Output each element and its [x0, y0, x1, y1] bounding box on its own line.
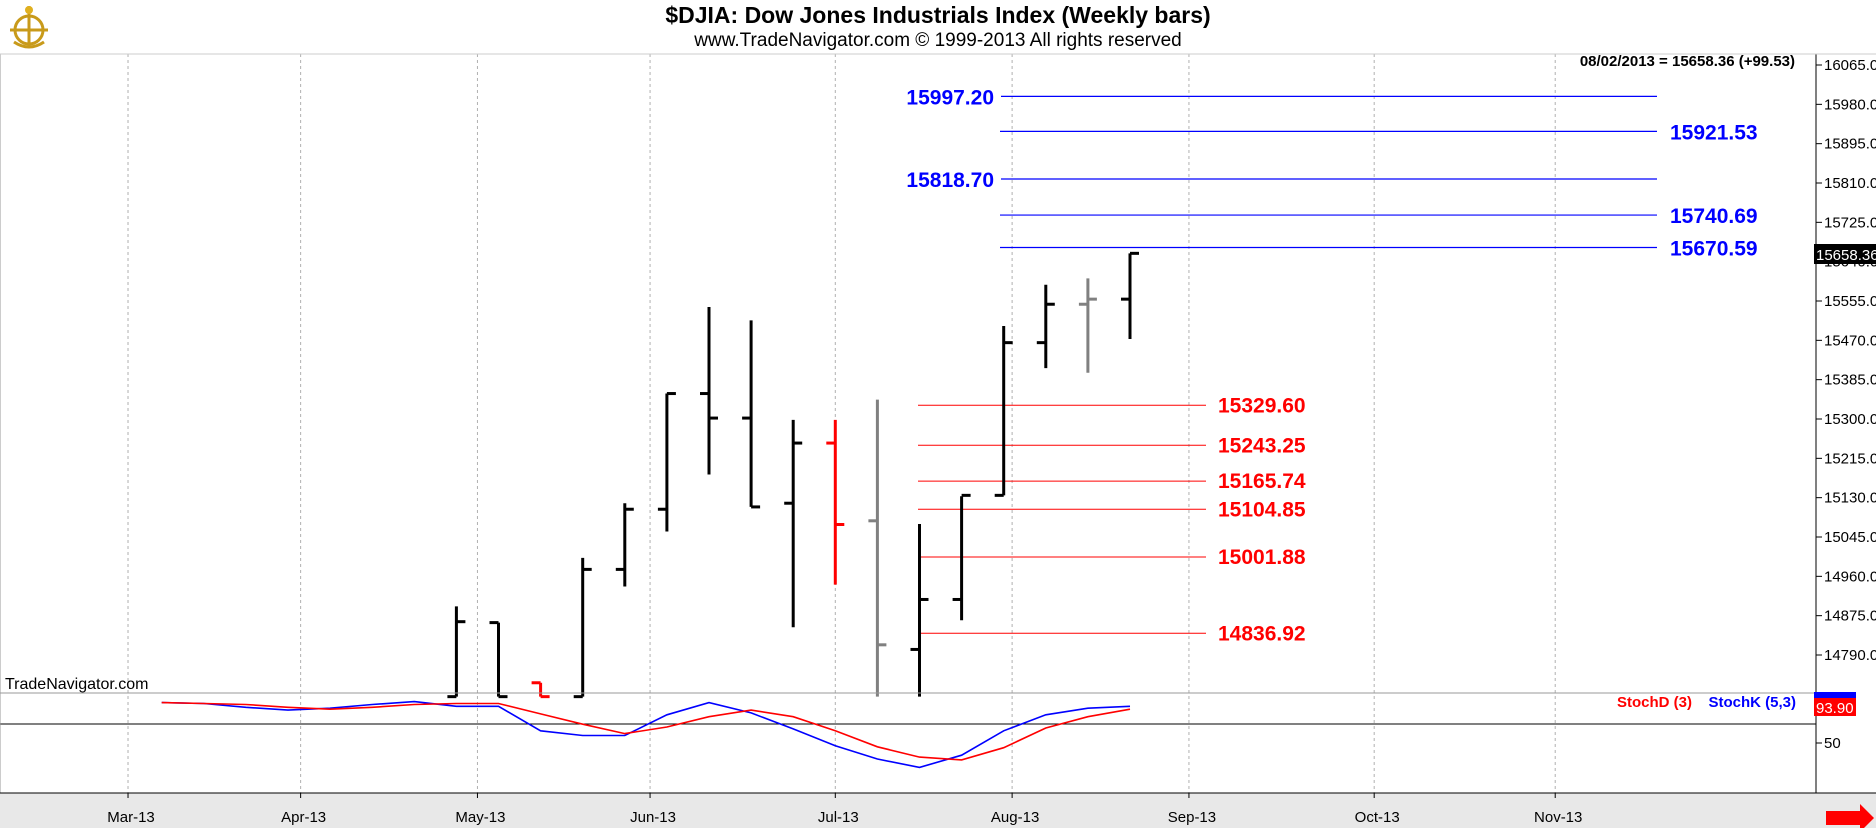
ohlc-bar — [1078, 278, 1097, 373]
y-tick-label: 15045.00 — [1824, 529, 1876, 546]
y-tick-label: 15810.00 — [1824, 175, 1876, 192]
ohlc-bar — [784, 419, 803, 628]
ohlc-bar — [447, 606, 466, 699]
x-tick-label: Jun-13 — [630, 809, 676, 826]
ohlc-bar — [952, 493, 971, 621]
fib-up-label: 15670.59 — [1670, 238, 1758, 261]
ohlc-bar — [910, 524, 929, 697]
chart-header: $DJIA: Dow Jones Industrials Index (Week… — [0, 0, 1876, 54]
price-panel-frame — [0, 53, 1817, 694]
x-tick-label: Mar-13 — [107, 809, 155, 826]
price-badge-text: 15658.36 — [1816, 247, 1876, 264]
y-tick-label: 16065.00 — [1824, 57, 1876, 74]
ohlc-bar — [1036, 284, 1055, 369]
ohlc-bar — [826, 419, 845, 585]
ohlc-bar — [742, 320, 761, 509]
y-tick-label: 15895.00 — [1824, 136, 1876, 153]
x-tick-label: Oct-13 — [1355, 809, 1400, 826]
y-tick-label: 15385.00 — [1824, 372, 1876, 389]
y-tick-label: 14960.00 — [1824, 568, 1876, 585]
chart-subtitle: www.TradeNavigator.com © 1999-2013 All r… — [694, 30, 1182, 51]
stoch-series-line — [161, 700, 1131, 769]
fib-down-label: 15165.74 — [1218, 470, 1306, 493]
y-tick-label: 15725.00 — [1824, 214, 1876, 231]
fib-down-label: 15329.60 — [1218, 394, 1306, 417]
fibonacci-levels: 15997.20 15921.53 15818.70 15740.69 15670.59… — [906, 86, 1757, 645]
fib-up-label: 15997.20 — [906, 86, 994, 109]
watermark-text: TradeNavigator.com — [5, 676, 148, 693]
price-badge: 15658.36 — [1814, 244, 1876, 264]
y-tick-label: 15555.00 — [1824, 293, 1876, 310]
chart-axes: 16065.00 15980.00 15895.00 15810.00 15725.00… — [0, 53, 1876, 828]
stochK-legend: StochK (5,3) — [1708, 694, 1796, 711]
fib-down-label: 15104.85 — [1218, 498, 1306, 521]
fib-down-label: 15243.25 — [1218, 434, 1306, 457]
y-tick-label: 15470.00 — [1824, 332, 1876, 349]
x-tick-label: Nov-13 — [1534, 809, 1582, 826]
y-tick-label: 15215.00 — [1824, 450, 1876, 467]
ohlc-bar — [700, 307, 718, 475]
x-tick-label: Jul-13 — [818, 809, 859, 826]
stoch-badge-text: 93.90 — [1816, 700, 1854, 717]
ohlc-bar — [573, 557, 592, 699]
x-tick-label: May-13 — [455, 809, 505, 826]
y-tick-label: 14790.00 — [1824, 647, 1876, 664]
stoch-series-line — [161, 701, 1131, 761]
x-axis-band — [0, 793, 1876, 828]
x-tick-label: Sep-13 — [1168, 809, 1216, 826]
price-bars — [447, 251, 1139, 699]
ohlc-bar — [615, 503, 634, 587]
x-tick-label: Aug-13 — [991, 809, 1039, 826]
fib-down-label: 15001.88 — [1218, 546, 1306, 569]
fib-down-label: 14836.92 — [1218, 622, 1306, 645]
stochD-legend: StochD (3) — [1617, 694, 1692, 711]
last-quote-label: 08/02/2013 = 15658.36 (+99.53) — [1580, 53, 1795, 70]
stoch-panel-frame — [0, 692, 1817, 794]
ohlc-bar — [994, 325, 1013, 497]
stoch-y-tick-label: 50 — [1824, 735, 1841, 752]
stochastic-lines — [161, 700, 1131, 769]
price-panel-gridlines — [127, 54, 1556, 793]
trade-navigator-logo-icon — [10, 6, 48, 49]
y-tick-label: 15980.00 — [1824, 96, 1876, 113]
ohlc-bar — [1121, 251, 1139, 339]
fib-up-label: 15740.69 — [1670, 205, 1758, 228]
ohlc-bar — [489, 621, 508, 699]
stoch-badge: 93.90 — [1814, 692, 1856, 717]
ohlc-bar — [868, 399, 887, 697]
fib-up-label: 15818.70 — [906, 169, 994, 192]
ohlc-bar — [531, 681, 550, 699]
y-tick-label: 15130.00 — [1824, 490, 1876, 507]
x-tick-label: Apr-13 — [281, 809, 326, 826]
scroll-right-arrow-icon[interactable] — [1826, 804, 1874, 828]
ohlc-bar — [657, 392, 676, 532]
y-tick-label: 15300.00 — [1824, 411, 1876, 428]
fib-up-label: 15921.53 — [1670, 121, 1758, 144]
chart-title: $DJIA: Dow Jones Industrials Index (Week… — [665, 2, 1211, 28]
y-tick-label: 14875.00 — [1824, 608, 1876, 625]
